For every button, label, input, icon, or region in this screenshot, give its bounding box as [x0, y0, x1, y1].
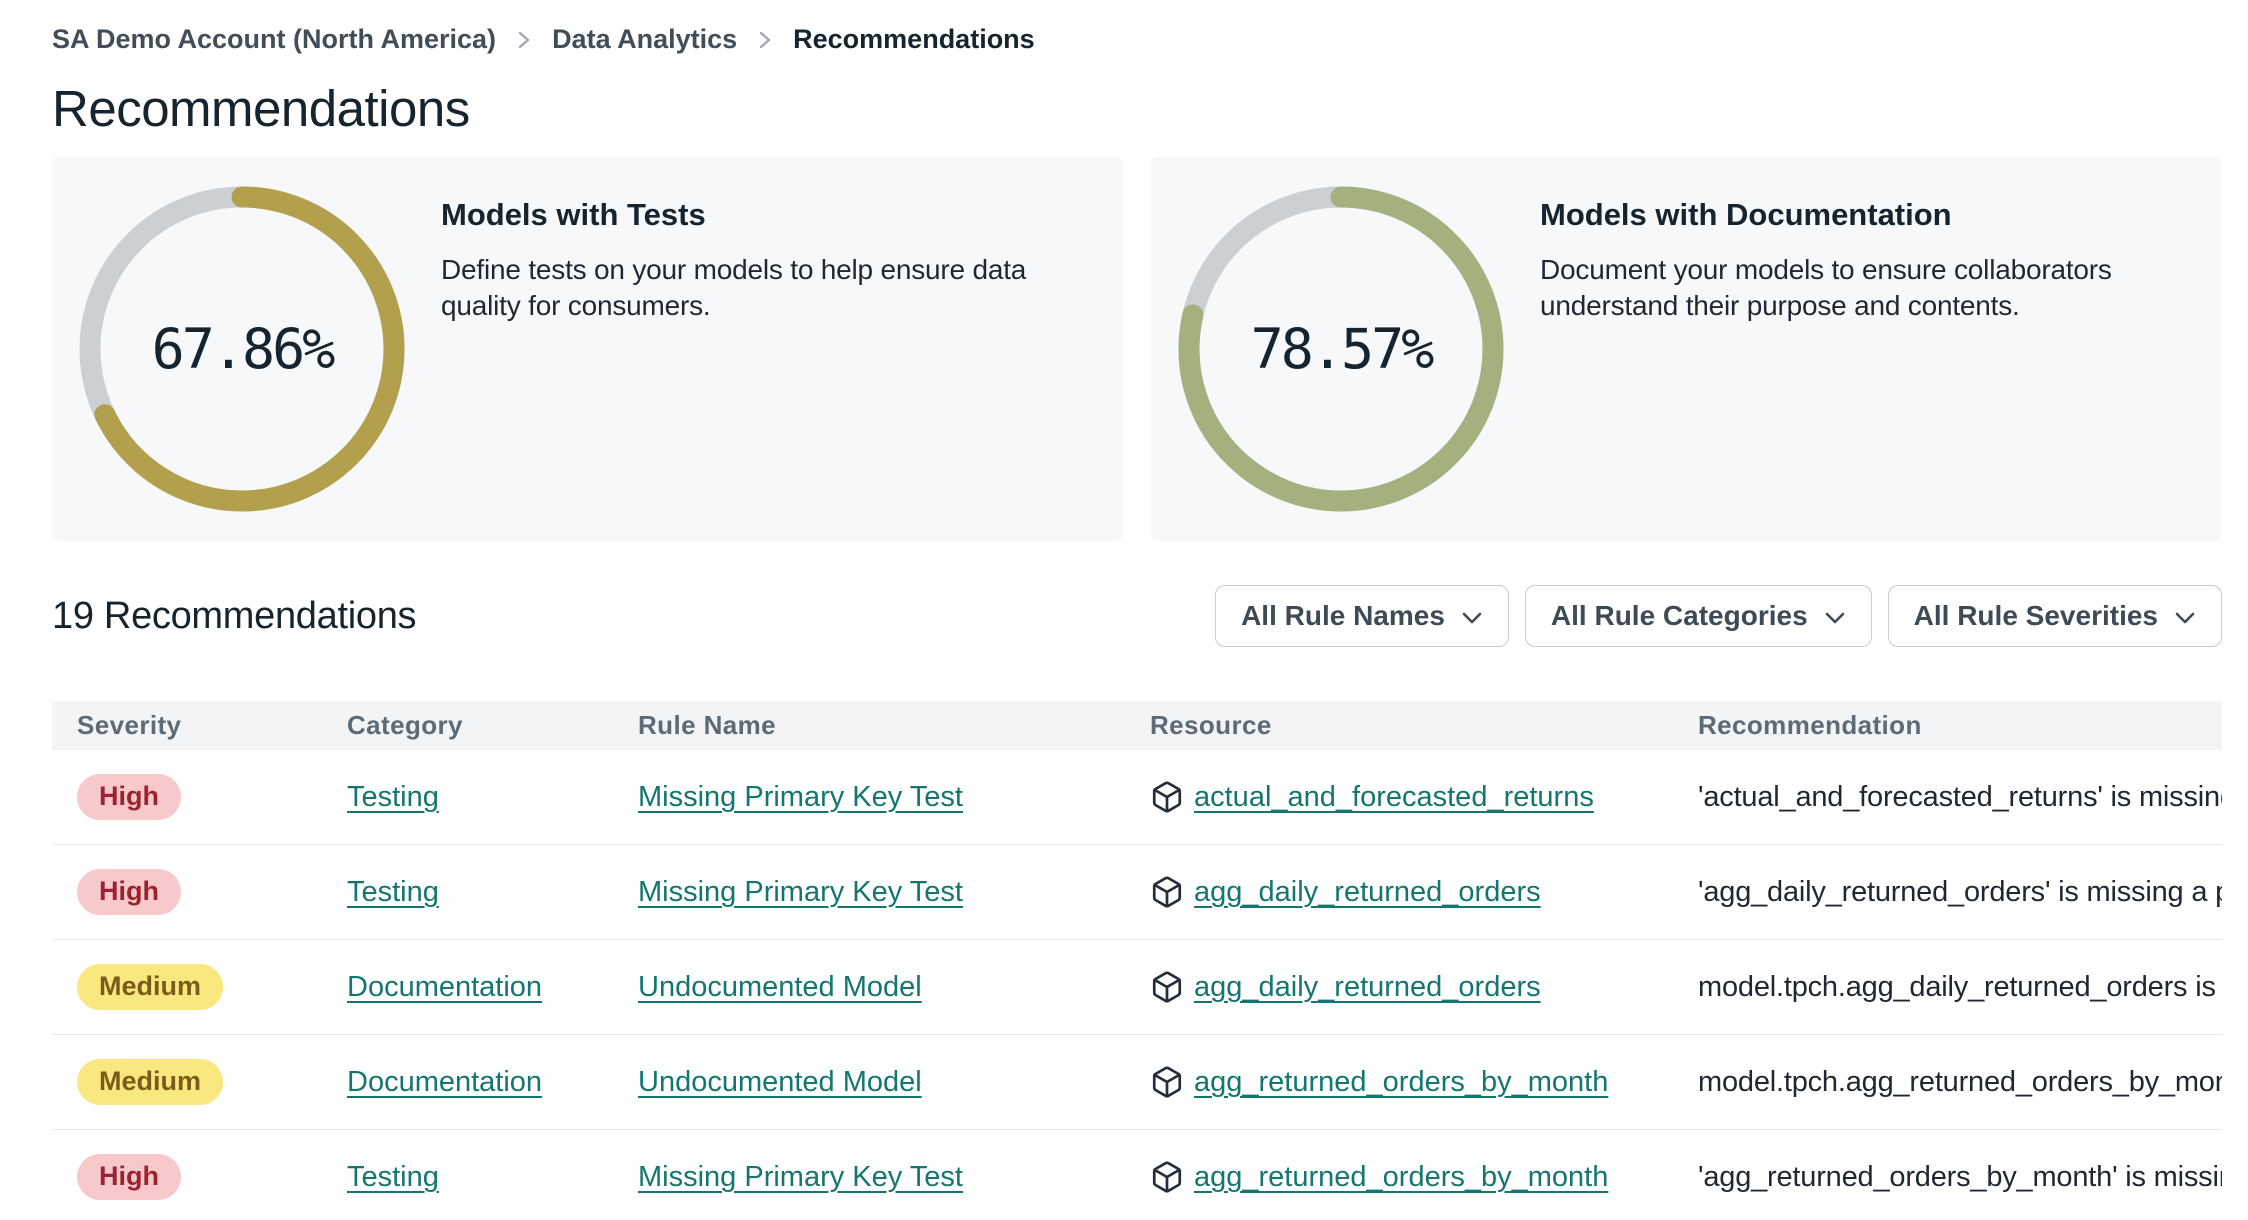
breadcrumb: SA Demo Account (North America) Data Ana… — [52, 0, 2222, 55]
column-header-category: Category — [347, 710, 463, 740]
resource-cell: agg_daily_returned_orders — [1150, 970, 1698, 1004]
card-models-with-documentation: 78.57% Models with Documentation Documen… — [1151, 157, 2222, 541]
severity-cell: High — [77, 774, 347, 820]
severity-badge: Medium — [77, 1059, 224, 1105]
rule-name-link[interactable]: Missing Primary Key Test — [638, 875, 963, 908]
docs-card-text: Models with Documentation Document your … — [1540, 157, 2186, 325]
resource-cell: agg_returned_orders_by_month — [1150, 1160, 1698, 1194]
tests-percent-value: 67.86% — [151, 317, 336, 381]
model-cube-icon — [1150, 780, 1184, 814]
severity-cell: Medium — [77, 964, 347, 1010]
rule-names-filter-dropdown[interactable]: All Rule Names — [1215, 585, 1509, 647]
resource-link[interactable]: agg_returned_orders_by_month — [1194, 1065, 1609, 1098]
chevron-right-icon — [516, 26, 532, 54]
model-cube-icon — [1150, 1160, 1184, 1194]
list-toolbar: 19 Recommendations All Rule Names All Ru… — [52, 585, 2222, 647]
tests-card-text: Models with Tests Define tests on your m… — [441, 157, 1087, 325]
recommendations-table: Severity Category Rule Name Resource Rec… — [52, 701, 2222, 1220]
category-cell: Testing — [347, 876, 638, 909]
category-cell: Testing — [347, 781, 638, 814]
resource-link[interactable]: actual_and_forecasted_returns — [1194, 780, 1594, 813]
severity-cell: High — [77, 869, 347, 915]
docs-donut-chart: 78.57% — [1178, 186, 1504, 512]
column-header-rule-name: Rule Name — [638, 710, 776, 740]
model-cube-icon — [1150, 875, 1184, 909]
rule-name-link[interactable]: Undocumented Model — [638, 1065, 922, 1098]
severity-badge: High — [77, 1154, 181, 1200]
rule-name-cell: Undocumented Model — [638, 1066, 1150, 1099]
rule-name-link[interactable]: Undocumented Model — [638, 970, 922, 1003]
tests-donut-chart: 67.86% — [79, 186, 405, 512]
category-cell: Documentation — [347, 1066, 638, 1099]
table-body: High Testing Missing Primary Key Test ac… — [52, 750, 2222, 1220]
resource-link[interactable]: agg_returned_orders_by_month — [1194, 1160, 1609, 1193]
column-header-resource: Resource — [1150, 710, 1272, 740]
severity-cell: Medium — [77, 1059, 347, 1105]
column-header-severity: Severity — [77, 710, 182, 740]
rule-name-cell: Missing Primary Key Test — [638, 876, 1150, 909]
breadcrumb-current: Recommendations — [793, 24, 1035, 54]
column-header-recommendation: Recommendation — [1698, 710, 1922, 740]
rule-categories-filter-dropdown[interactable]: All Rule Categories — [1524, 585, 1872, 647]
table-row: High Testing Missing Primary Key Test ag… — [52, 1130, 2222, 1220]
recommendations-count-heading: 19 Recommendations — [52, 594, 417, 637]
rule-name-cell: Undocumented Model — [638, 971, 1150, 1004]
table-header-row: Severity Category Rule Name Resource Rec… — [52, 701, 2222, 750]
docs-card-title: Models with Documentation — [1540, 197, 1952, 232]
table-row: Medium Documentation Undocumented Model … — [52, 1035, 2222, 1130]
category-link[interactable]: Testing — [347, 1160, 439, 1193]
rule-severities-filter-dropdown[interactable]: All Rule Severities — [1887, 585, 2222, 647]
model-cube-icon — [1150, 1065, 1184, 1099]
table-row: High Testing Missing Primary Key Test ag… — [52, 845, 2222, 940]
category-cell: Documentation — [347, 971, 638, 1004]
recommendation-text: 'agg_daily_returned_orders' is missing a… — [1698, 875, 2222, 908]
chevron-down-icon — [2174, 600, 2196, 632]
category-cell: Testing — [347, 1161, 638, 1194]
rule-name-link[interactable]: Missing Primary Key Test — [638, 1160, 963, 1193]
resource-link[interactable]: agg_daily_returned_orders — [1194, 970, 1541, 1003]
table-row: High Testing Missing Primary Key Test ac… — [52, 750, 2222, 845]
severity-cell: High — [77, 1154, 347, 1200]
tests-card-title: Models with Tests — [441, 197, 706, 232]
resource-link[interactable]: agg_daily_returned_orders — [1194, 875, 1541, 908]
chevron-right-icon — [757, 26, 773, 54]
resource-cell: actual_and_forecasted_returns — [1150, 780, 1698, 814]
docs-card-description: Document your models to ensure collabora… — [1540, 254, 2112, 322]
chevron-down-icon — [1461, 600, 1483, 632]
category-link[interactable]: Documentation — [347, 970, 543, 1003]
rule-name-cell: Missing Primary Key Test — [638, 1161, 1150, 1194]
breadcrumb-project-link[interactable]: Data Analytics — [552, 24, 738, 54]
breadcrumb-account-link[interactable]: SA Demo Account (North America) — [52, 24, 497, 54]
chevron-down-icon — [1824, 600, 1846, 632]
severity-badge: High — [77, 869, 181, 915]
category-link[interactable]: Testing — [347, 780, 439, 813]
category-link[interactable]: Testing — [347, 875, 439, 908]
rule-names-filter-label: All Rule Names — [1241, 600, 1445, 631]
card-models-with-tests: 67.86% Models with Tests Define tests on… — [52, 157, 1123, 541]
recommendation-text: model.tpch.agg_returned_orders_by_month … — [1698, 1065, 2222, 1098]
filter-group: All Rule Names All Rule Categories All R… — [1215, 585, 2222, 647]
docs-percent-value: 78.57% — [1250, 317, 1435, 381]
rule-name-cell: Missing Primary Key Test — [638, 781, 1150, 814]
rule-categories-filter-label: All Rule Categories — [1550, 600, 1808, 631]
tests-card-description: Define tests on your models to help ensu… — [441, 254, 1027, 322]
rule-name-link[interactable]: Missing Primary Key Test — [638, 780, 963, 813]
recommendation-text: 'agg_returned_orders_by_month' is missin… — [1698, 1160, 2222, 1193]
severity-badge: Medium — [77, 964, 224, 1010]
rule-severities-filter-label: All Rule Severities — [1913, 600, 2158, 631]
recommendation-text: model.tpch.agg_daily_returned_orders is … — [1698, 970, 2222, 1003]
model-cube-icon — [1150, 970, 1184, 1004]
resource-cell: agg_daily_returned_orders — [1150, 875, 1698, 909]
summary-cards: 67.86% Models with Tests Define tests on… — [52, 157, 2222, 541]
resource-cell: agg_returned_orders_by_month — [1150, 1065, 1698, 1099]
table-row: Medium Documentation Undocumented Model … — [52, 940, 2222, 1035]
page-title: Recommendations — [52, 80, 470, 137]
severity-badge: High — [77, 774, 181, 820]
category-link[interactable]: Documentation — [347, 1065, 543, 1098]
recommendation-text: 'actual_and_forecasted_returns' is missi… — [1698, 780, 2222, 813]
